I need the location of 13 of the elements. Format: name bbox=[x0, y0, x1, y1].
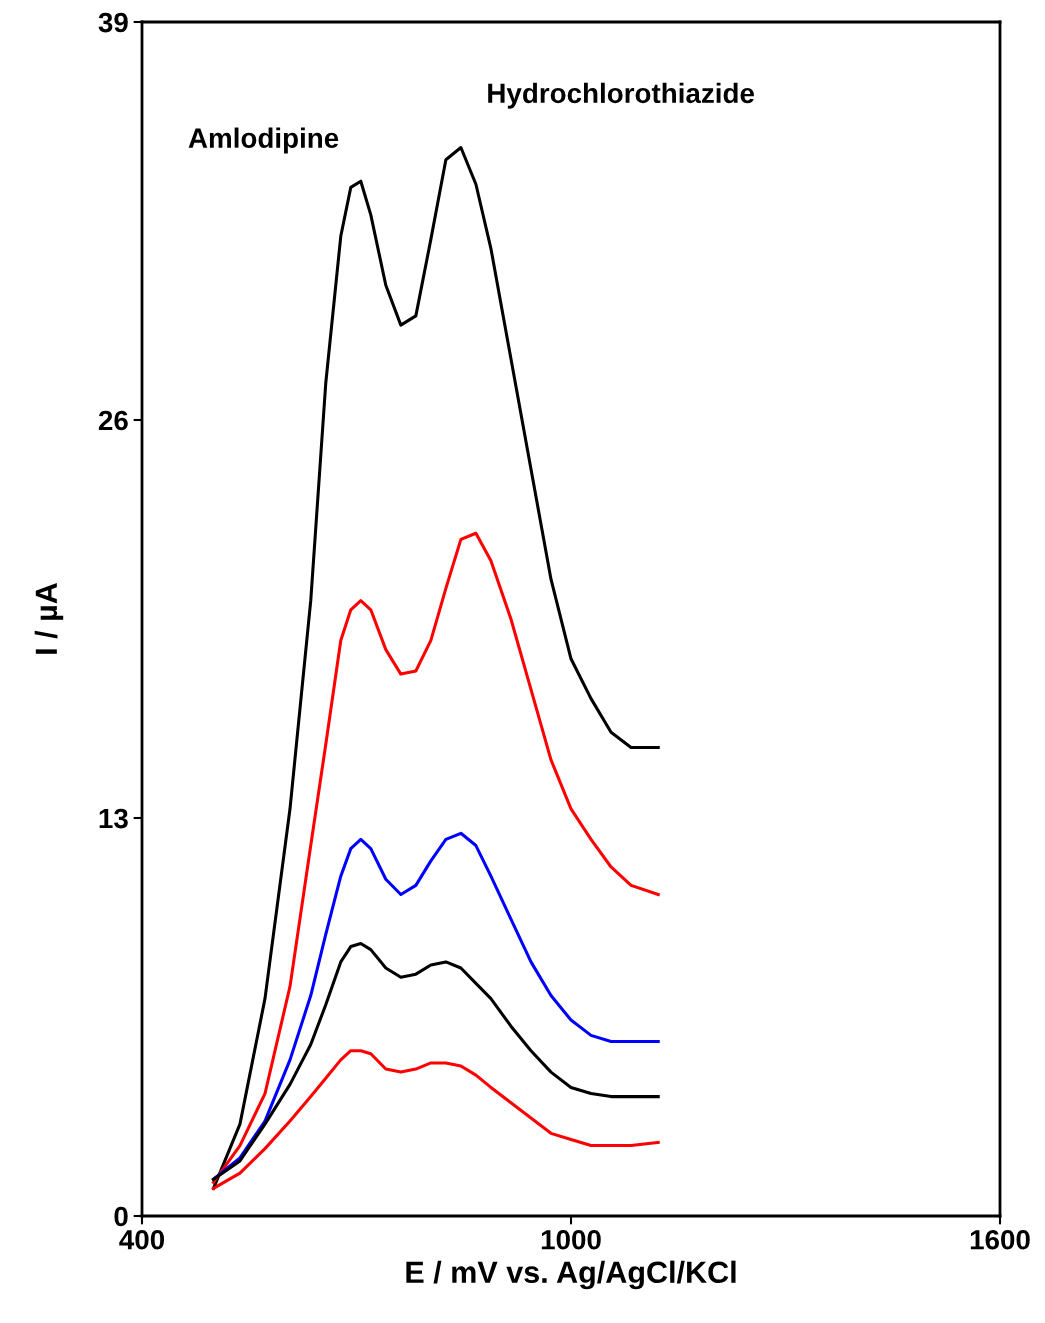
line-series bbox=[211, 1049, 660, 1190]
y-tick-label: 13 bbox=[99, 808, 128, 829]
x-tick-label: 400 bbox=[119, 1229, 165, 1250]
x-tick-label: 1600 bbox=[970, 1229, 1030, 1250]
y-tick-label: 39 bbox=[98, 12, 128, 33]
annotation: Hydrochlorothiazide bbox=[488, 82, 754, 109]
line-series bbox=[211, 531, 660, 1184]
y-axis-title: I / µA bbox=[34, 582, 64, 654]
x-axis-title: E / mV vs. Ag/AgCl/KCl bbox=[406, 1260, 736, 1290]
y-tick-label: 0 bbox=[114, 1206, 128, 1227]
annotation: Amlodipine bbox=[188, 127, 339, 154]
y-tick-label: 26 bbox=[98, 410, 128, 431]
x-tick-label: 1000 bbox=[541, 1229, 601, 1250]
